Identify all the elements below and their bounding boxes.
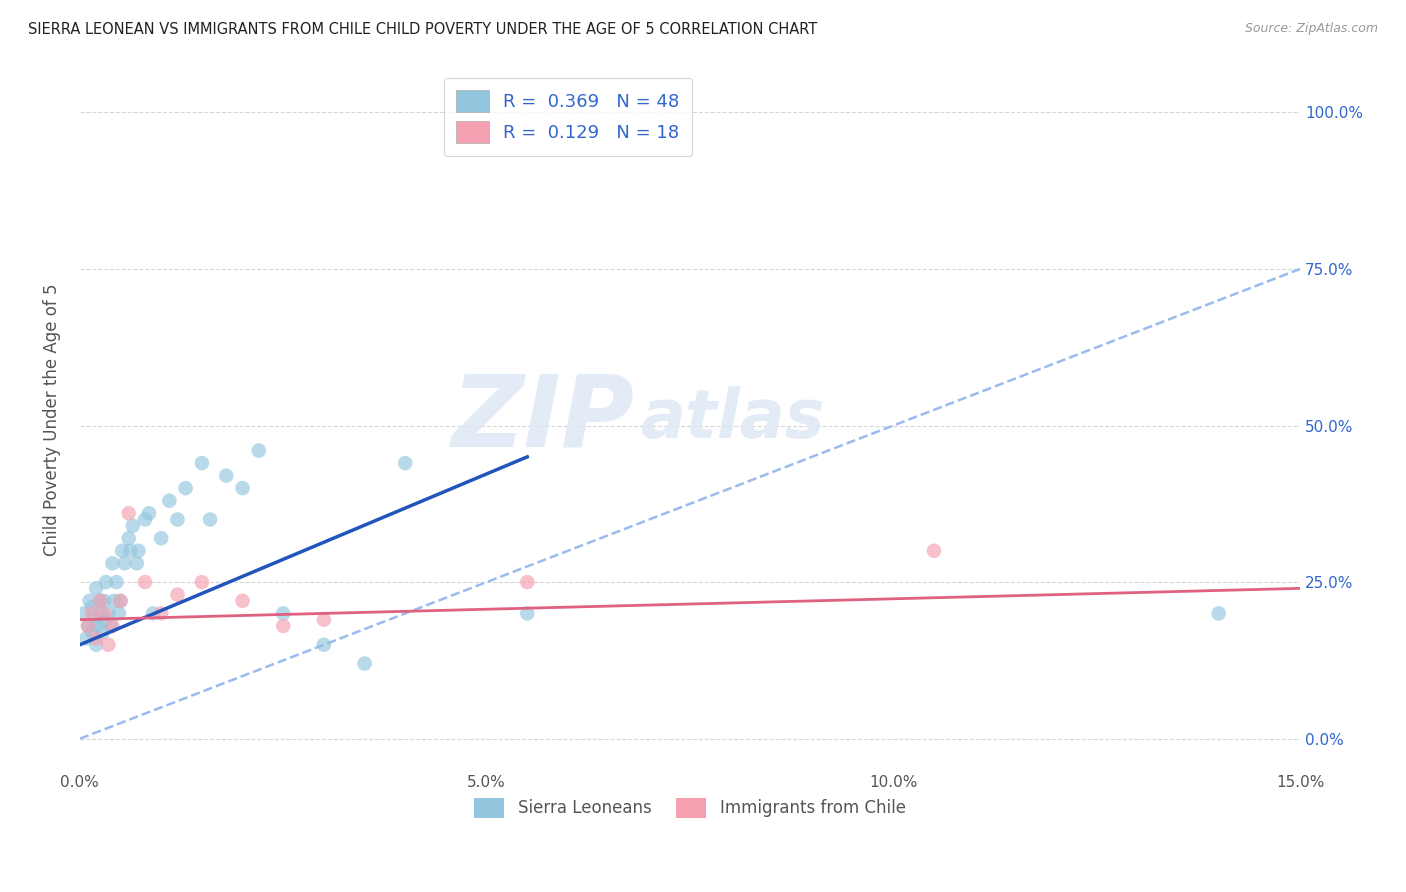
Point xyxy=(97,607,120,621)
Point xyxy=(138,506,160,520)
Point xyxy=(312,613,335,627)
Point xyxy=(134,512,156,526)
Point xyxy=(103,594,125,608)
Y-axis label: Child Poverty Under the Age of 5: Child Poverty Under the Age of 5 xyxy=(44,283,60,556)
Point xyxy=(101,557,124,571)
Point xyxy=(142,607,165,621)
Point xyxy=(80,600,103,615)
Point xyxy=(111,543,134,558)
Text: ZIP: ZIP xyxy=(453,371,636,467)
Point xyxy=(91,625,114,640)
Point xyxy=(80,625,103,640)
Point xyxy=(105,575,128,590)
Point xyxy=(100,619,122,633)
Point xyxy=(84,582,107,596)
Point xyxy=(120,543,142,558)
Point xyxy=(198,512,221,526)
Point xyxy=(93,607,115,621)
Point xyxy=(121,518,143,533)
Point xyxy=(166,588,188,602)
Point xyxy=(394,456,416,470)
Point xyxy=(150,607,173,621)
Text: SIERRA LEONEAN VS IMMIGRANTS FROM CHILE CHILD POVERTY UNDER THE AGE OF 5 CORRELA: SIERRA LEONEAN VS IMMIGRANTS FROM CHILE … xyxy=(28,22,817,37)
Point xyxy=(89,594,111,608)
Point xyxy=(166,512,188,526)
Point xyxy=(77,619,100,633)
Point xyxy=(191,575,214,590)
Point xyxy=(922,543,945,558)
Legend: Sierra Leoneans, Immigrants from Chile: Sierra Leoneans, Immigrants from Chile xyxy=(468,791,912,825)
Point xyxy=(174,481,197,495)
Point xyxy=(114,557,136,571)
Point xyxy=(110,594,132,608)
Point xyxy=(87,619,110,633)
Point xyxy=(77,619,100,633)
Point xyxy=(93,613,115,627)
Point xyxy=(84,638,107,652)
Point xyxy=(157,493,180,508)
Point xyxy=(108,607,131,621)
Point xyxy=(127,543,149,558)
Point xyxy=(125,557,148,571)
Point xyxy=(118,531,141,545)
Point xyxy=(215,468,238,483)
Point xyxy=(232,481,254,495)
Point xyxy=(83,613,105,627)
Point xyxy=(89,607,111,621)
Point xyxy=(101,619,124,633)
Point xyxy=(97,638,120,652)
Point xyxy=(84,632,107,646)
Point xyxy=(271,607,294,621)
Point xyxy=(89,594,111,608)
Point xyxy=(353,657,375,671)
Text: atlas: atlas xyxy=(641,386,825,452)
Point xyxy=(516,575,538,590)
Point xyxy=(110,594,132,608)
Point xyxy=(271,619,294,633)
Point xyxy=(118,506,141,520)
Point xyxy=(75,632,97,646)
Point xyxy=(94,575,117,590)
Point xyxy=(134,575,156,590)
Text: Source: ZipAtlas.com: Source: ZipAtlas.com xyxy=(1244,22,1378,36)
Point xyxy=(150,531,173,545)
Point xyxy=(80,607,103,621)
Point xyxy=(1208,607,1230,621)
Point xyxy=(312,638,335,652)
Point xyxy=(73,607,96,621)
Point xyxy=(232,594,254,608)
Point xyxy=(516,607,538,621)
Point xyxy=(191,456,214,470)
Point xyxy=(79,594,101,608)
Point xyxy=(93,594,115,608)
Point xyxy=(247,443,270,458)
